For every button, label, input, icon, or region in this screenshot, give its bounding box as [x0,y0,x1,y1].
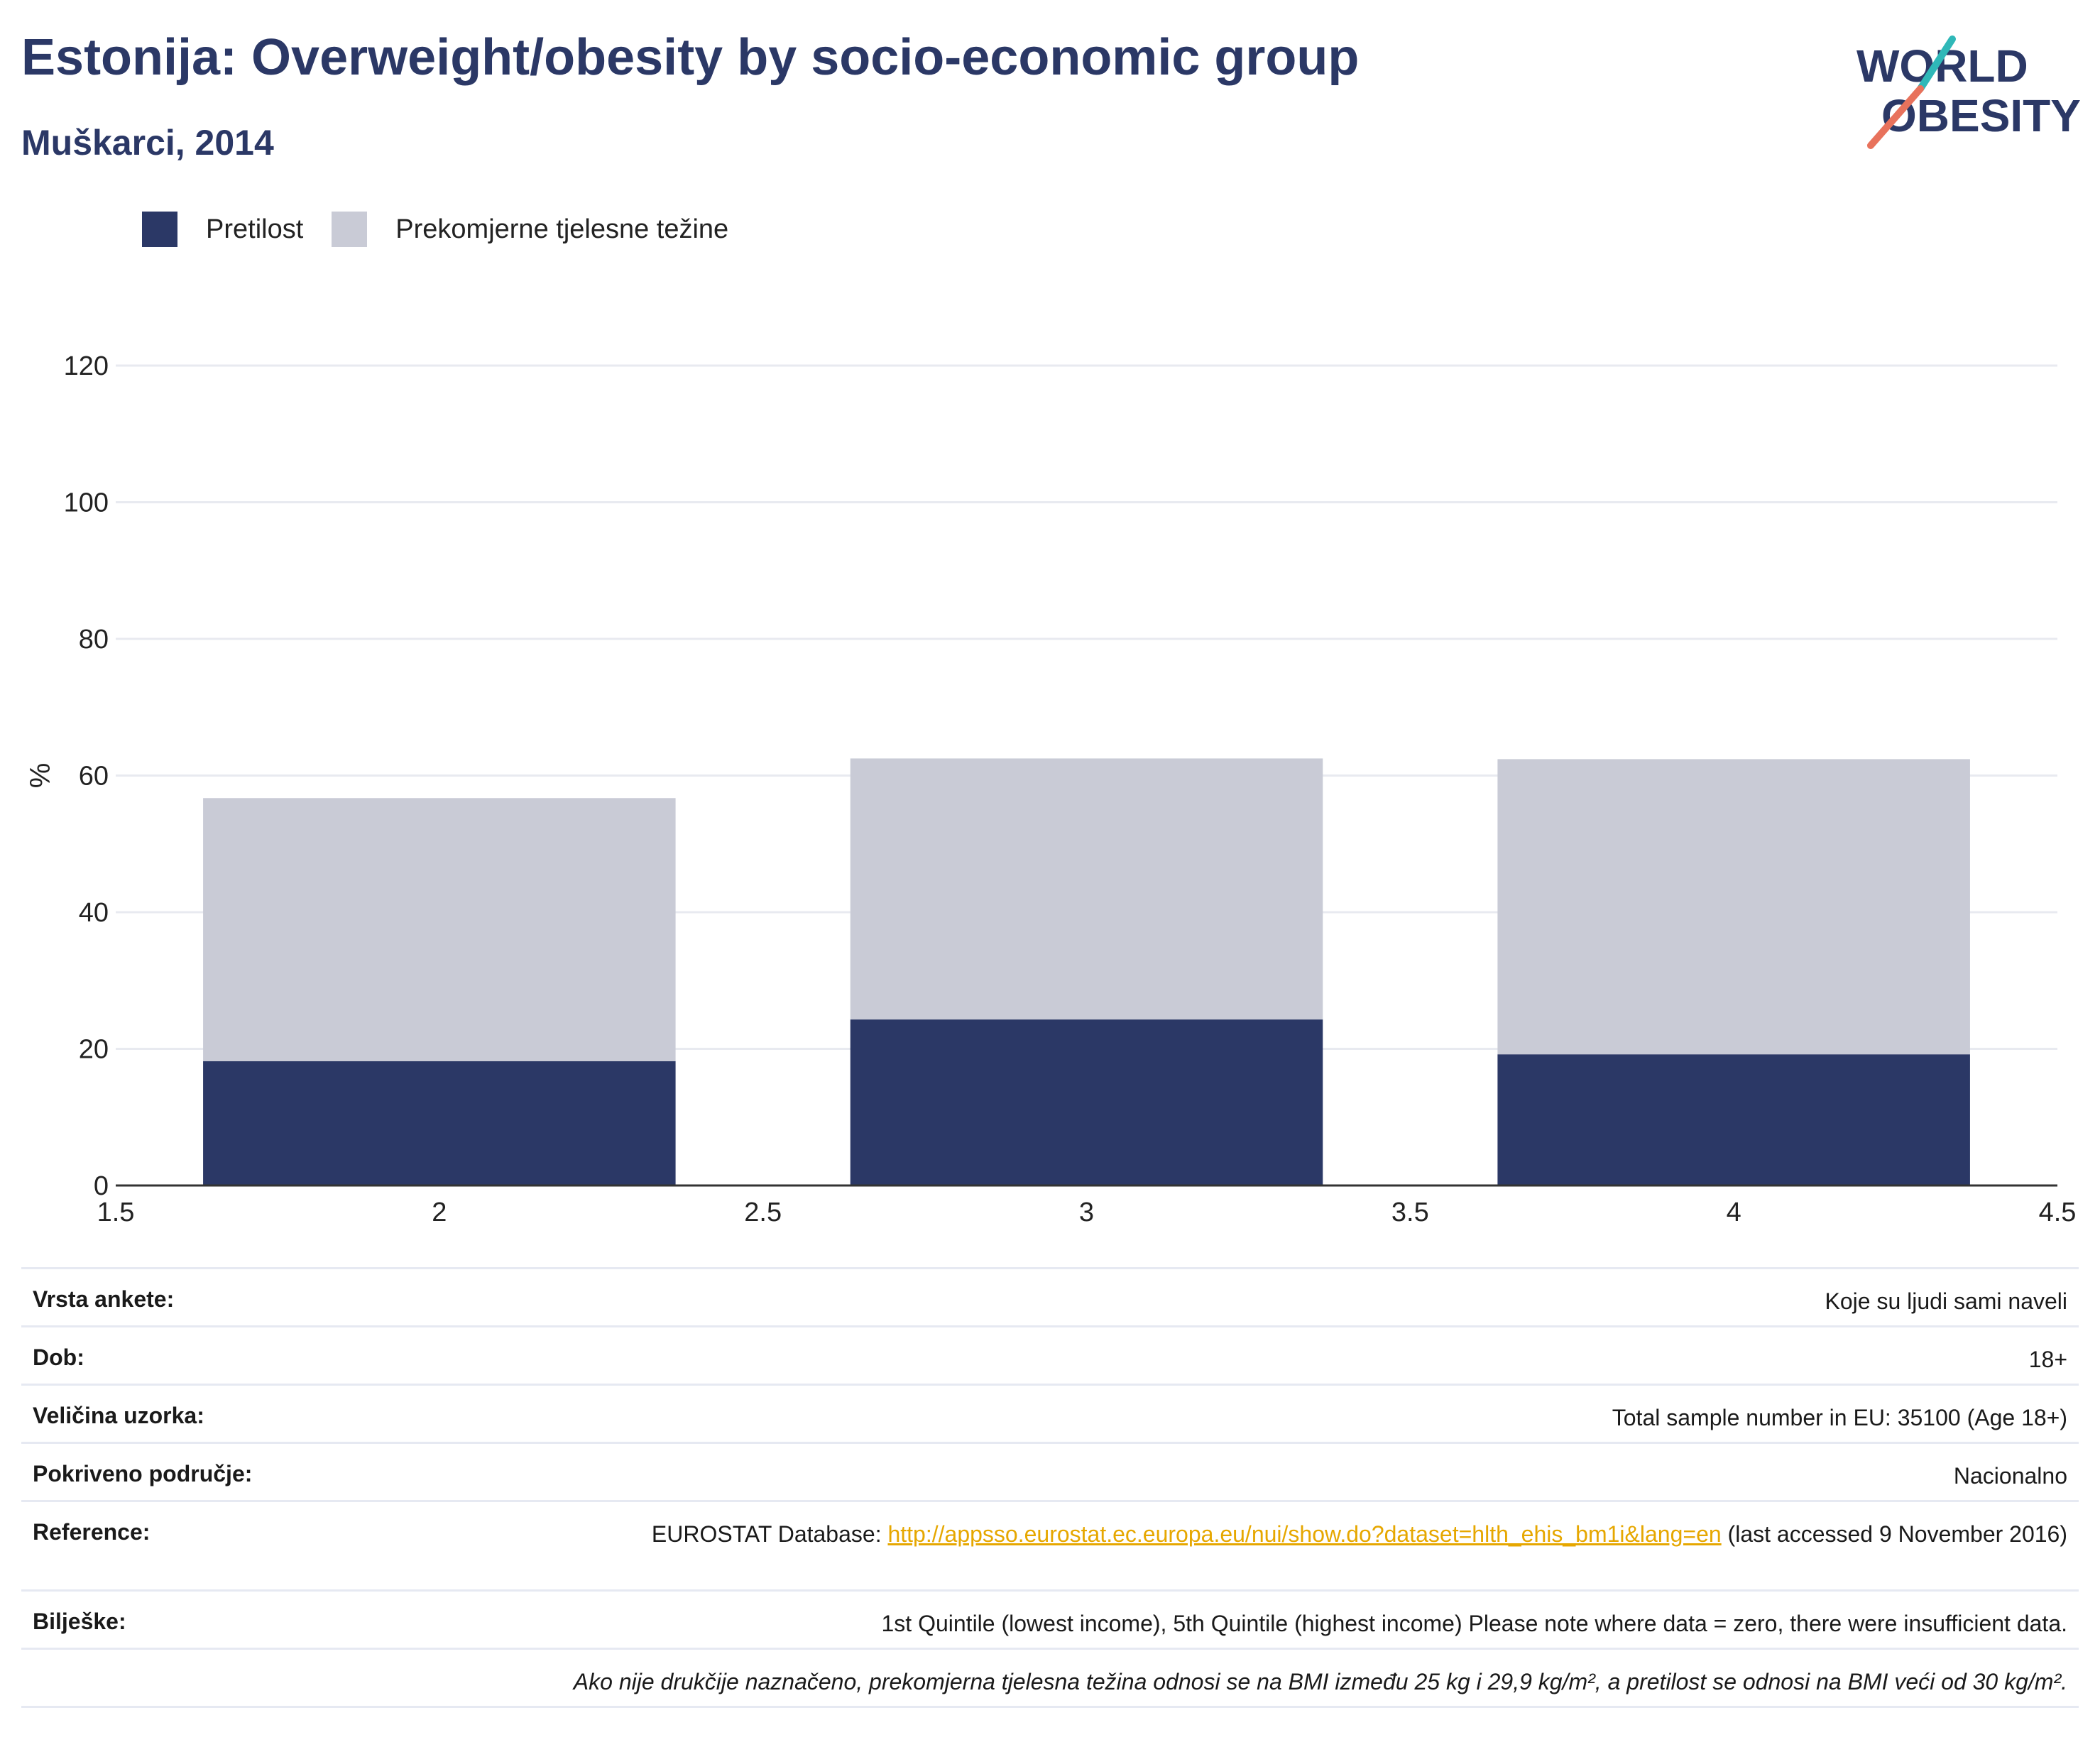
chart-subtitle: Muškarci, 2014 [21,123,274,163]
meta-row-age: Dob: 18+ [21,1325,2079,1385]
reference-suffix: (last accessed 9 November 2016) [1721,1521,2067,1547]
x-tick-label: 4.5 [2039,1198,2077,1227]
meta-label: Pokriveno područje: [21,1442,541,1501]
legend-label-obesity: Pretilost [206,214,304,244]
y-tick-label: 60 [79,762,109,792]
meta-value: 1st Quintile (lowest income), 5th Quinti… [541,1589,2079,1649]
legend-item-obesity[interactable]: Pretilost [142,212,303,247]
bar-chart: 0 20 40 60 80 100 120% 1.5 2 2.5 3 3.5 4 4.5 [25,351,2077,1227]
y-tick-label: 20 [79,1035,109,1065]
x-tick-label: 4 [1727,1198,1741,1227]
meta-row-area: Pokriveno područje: Nacionalno [21,1442,2079,1501]
y-axis-label: % [25,763,56,789]
meta-row-survey-type: Vrsta ankete: Koje su ljudi sami naveli [21,1267,2079,1327]
meta-label: Bilješke: [21,1589,541,1649]
x-tick-label: 1.5 [97,1198,135,1227]
meta-label: Reference: [21,1500,541,1591]
x-tick-label: 2.5 [744,1198,782,1227]
metadata-table: Vrsta ankete: Koje su ljudi sami naveli … [21,1267,2079,1708]
chart-legend: Pretilost Prekomjerne tjelesne težine [142,212,757,247]
meta-value: Nacionalno [541,1442,2079,1501]
footnote: Ako nije drukčije naznačeno, prekomjerna… [21,1648,2079,1708]
y-tick-label: 40 [79,898,109,928]
bar-overweight-2 [203,798,676,1061]
bar-obesity-2 [203,1061,676,1185]
world-obesity-logo-graphic: WORLD OBESITY [1856,35,2081,149]
meta-label: Veličina uzorka: [21,1384,541,1443]
reference-link[interactable]: http://appsso.eurostat.ec.europa.eu/nui/… [887,1521,1722,1547]
meta-row-sample-size: Veličina uzorka: Total sample number in … [21,1384,2079,1443]
x-tick-label: 3.5 [1391,1198,1429,1227]
legend-swatch-overweight [332,212,368,247]
bar-obesity-4 [1497,1054,1970,1185]
chart-title: Estonija: Overweight/obesity by socio-ec… [21,29,1360,86]
y-tick-label: 0 [94,1171,109,1201]
x-tick-label: 3 [1079,1198,1094,1227]
meta-row-notes: Bilješke: 1st Quintile (lowest income), … [21,1589,2079,1649]
world-obesity-logo: WORLD OBESITY [1846,32,2087,153]
y-tick-label: 100 [64,488,109,518]
meta-value: Koje su ljudi sami naveli [541,1267,2079,1327]
meta-row-footnote: Ako nije drukčije naznačeno, prekomjerna… [21,1648,2079,1708]
bar-obesity-3 [850,1019,1323,1185]
legend-label-overweight: Prekomjerne tjelesne težine [395,214,729,244]
legend-item-overweight[interactable]: Prekomjerne tjelesne težine [332,212,728,247]
meta-value-reference: EUROSTAT Database: http://appsso.eurosta… [541,1500,2079,1591]
x-tick-label: 2 [432,1198,447,1227]
meta-label: Dob: [21,1325,541,1385]
meta-value: 18+ [541,1325,2079,1385]
bar-overweight-3 [850,758,1323,1020]
bar-overweight-4 [1497,759,1970,1055]
meta-value: Total sample number in EU: 35100 (Age 18… [541,1384,2079,1443]
meta-row-reference: Reference: EUROSTAT Database: http://app… [21,1500,2079,1591]
y-tick-label: 120 [64,351,109,381]
reference-prefix: EUROSTAT Database: [651,1521,888,1547]
legend-swatch-obesity [142,212,177,247]
y-tick-label: 80 [79,625,109,655]
meta-label: Vrsta ankete: [21,1267,541,1327]
